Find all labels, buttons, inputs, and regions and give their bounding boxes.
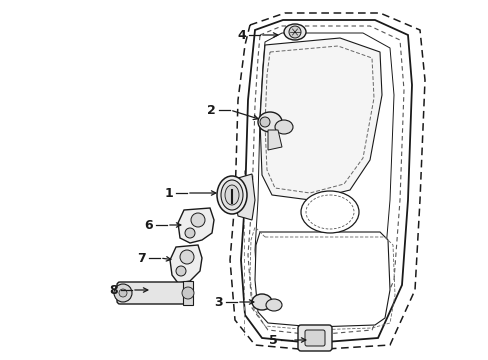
Circle shape bbox=[260, 117, 269, 127]
Polygon shape bbox=[178, 208, 214, 243]
Circle shape bbox=[288, 26, 301, 38]
Circle shape bbox=[176, 266, 185, 276]
Text: 6: 6 bbox=[144, 219, 153, 231]
Polygon shape bbox=[235, 174, 254, 220]
Text: 8: 8 bbox=[109, 284, 118, 297]
Ellipse shape bbox=[221, 180, 243, 210]
Ellipse shape bbox=[217, 176, 246, 214]
Text: 7: 7 bbox=[137, 252, 146, 265]
FancyBboxPatch shape bbox=[297, 325, 331, 351]
Circle shape bbox=[184, 228, 195, 238]
Polygon shape bbox=[170, 245, 202, 283]
Ellipse shape bbox=[274, 120, 292, 134]
Ellipse shape bbox=[284, 24, 305, 40]
Ellipse shape bbox=[224, 185, 239, 205]
Circle shape bbox=[180, 250, 194, 264]
Polygon shape bbox=[229, 13, 424, 350]
Text: 5: 5 bbox=[269, 333, 278, 346]
Circle shape bbox=[119, 289, 127, 297]
Text: 2: 2 bbox=[207, 104, 216, 117]
Ellipse shape bbox=[301, 191, 358, 233]
FancyBboxPatch shape bbox=[117, 282, 193, 304]
Polygon shape bbox=[260, 38, 381, 200]
Polygon shape bbox=[267, 130, 282, 150]
Polygon shape bbox=[241, 20, 411, 343]
Polygon shape bbox=[183, 281, 193, 305]
FancyBboxPatch shape bbox=[305, 330, 325, 346]
Polygon shape bbox=[254, 232, 389, 327]
Circle shape bbox=[114, 284, 132, 302]
Text: 3: 3 bbox=[214, 296, 223, 309]
Ellipse shape bbox=[265, 299, 282, 311]
Ellipse shape bbox=[258, 112, 282, 132]
Circle shape bbox=[191, 213, 204, 227]
Text: 1: 1 bbox=[164, 186, 173, 199]
Text: 4: 4 bbox=[237, 28, 245, 41]
Ellipse shape bbox=[251, 294, 271, 310]
Circle shape bbox=[182, 287, 194, 299]
